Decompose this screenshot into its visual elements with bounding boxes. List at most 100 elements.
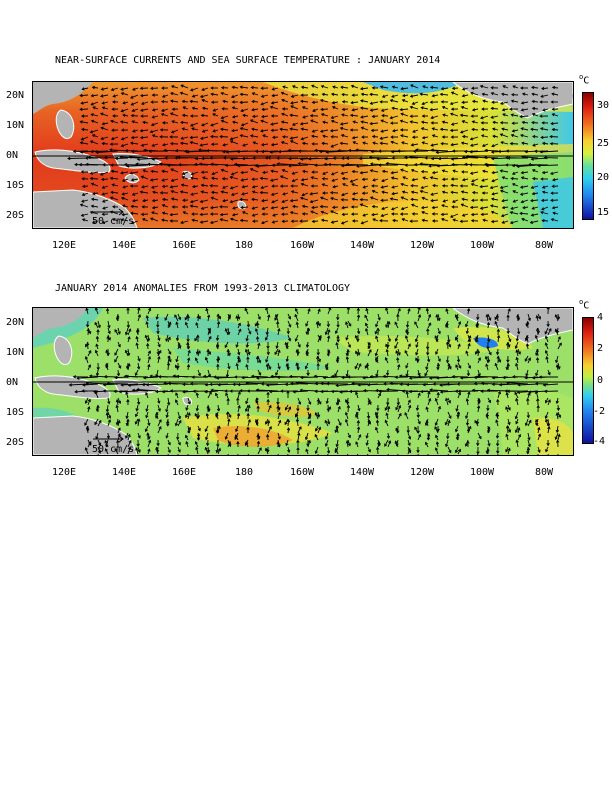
current-vector-head [406,430,410,434]
current-vector-head [157,408,161,412]
current-vector [292,85,299,89]
current-vector [245,397,249,404]
current-vector [322,171,329,175]
current-vector-head [81,199,85,203]
current-vector [323,376,339,379]
current-vector-head [397,149,401,153]
current-vector [365,328,369,336]
current-vector-head [386,402,390,406]
current-vector-head [84,344,88,348]
current-vector-head [148,149,152,153]
current-vector-head [330,196,334,201]
current-vector-head [420,390,424,394]
current-vector-head [211,172,215,176]
current-vector [162,212,169,215]
current-vector-head [505,425,510,429]
current-vector [547,426,550,434]
current-vector [112,184,119,187]
current-vector [97,320,101,328]
current-vector [446,355,449,363]
current-vector-head [486,321,491,326]
current-vector-head [379,100,383,104]
current-vector-head [96,329,100,333]
current-vector [247,320,250,327]
current-vector-head [295,321,299,325]
current-vector-head [540,210,544,215]
current-vector-head [94,308,99,311]
lat-label: 10S [6,180,25,191]
current-vector [102,185,109,189]
current-vector [375,412,379,420]
current-vector-head [454,389,458,393]
current-vector-head [411,101,415,106]
current-vector [337,399,340,406]
current-vector-head [268,389,273,394]
current-vector [399,375,419,378]
current-vector-head [182,106,186,110]
current-vector-head [125,391,129,395]
current-vector-head [90,197,95,201]
current-vector-head [473,375,477,380]
current-vector-head [304,366,308,370]
current-vector [106,308,109,315]
current-vector-head [181,127,185,131]
current-vector-head [280,389,284,393]
current-vector-head [432,183,436,188]
current-vector-head [369,196,374,200]
current-vector [271,143,279,146]
current-vector-head [231,213,236,217]
current-vector [190,205,199,208]
current-vector [126,362,129,369]
current-vector [367,420,370,427]
current-vector-head [434,397,438,402]
current-vector-head [385,343,389,347]
current-vector-head [408,389,412,394]
current-vector [110,196,119,201]
current-vector [462,198,469,201]
current-vector [137,446,141,453]
current-vector-head [416,449,420,454]
current-vector-head [371,189,375,193]
current-vector [301,183,309,187]
current-vector-head [509,141,513,146]
current-vector [404,412,409,420]
current-vector [450,113,459,117]
current-vector-head [457,389,461,393]
current-vector-head [334,373,338,377]
current-vector-head [441,135,445,139]
current-vector-head [405,382,410,387]
current-vector [81,213,89,217]
current-vector-head [190,176,194,180]
current-vector [490,205,499,208]
current-vector-head [330,220,335,224]
current-vector-head [465,330,470,335]
current-vector-head [428,322,432,326]
current-vector [271,206,279,209]
current-vector-head [358,363,362,367]
current-vector [211,197,219,201]
current-vector-head [405,390,409,395]
current-vector-head [501,92,505,96]
current-vector-head [480,121,484,125]
current-vector-head [435,338,439,342]
current-vector-head [371,184,375,188]
current-vector-head [550,121,554,126]
current-vector-head [240,123,245,127]
current-vector [97,446,101,454]
current-vector-head [511,121,515,125]
current-vector-head [161,204,166,208]
current-vector-head [496,355,500,359]
current-vector [132,389,149,392]
current-vector-head [476,374,480,379]
current-vector-head [174,422,178,427]
current-vector [92,220,99,224]
current-vector-head [189,88,194,92]
current-vector [232,86,239,89]
current-vector [466,398,469,406]
current-vector [432,94,439,97]
current-vector-head [233,162,238,167]
current-vector-head [378,389,382,394]
current-vector-head [268,366,272,370]
current-vector [477,375,499,378]
current-vector [284,418,289,425]
